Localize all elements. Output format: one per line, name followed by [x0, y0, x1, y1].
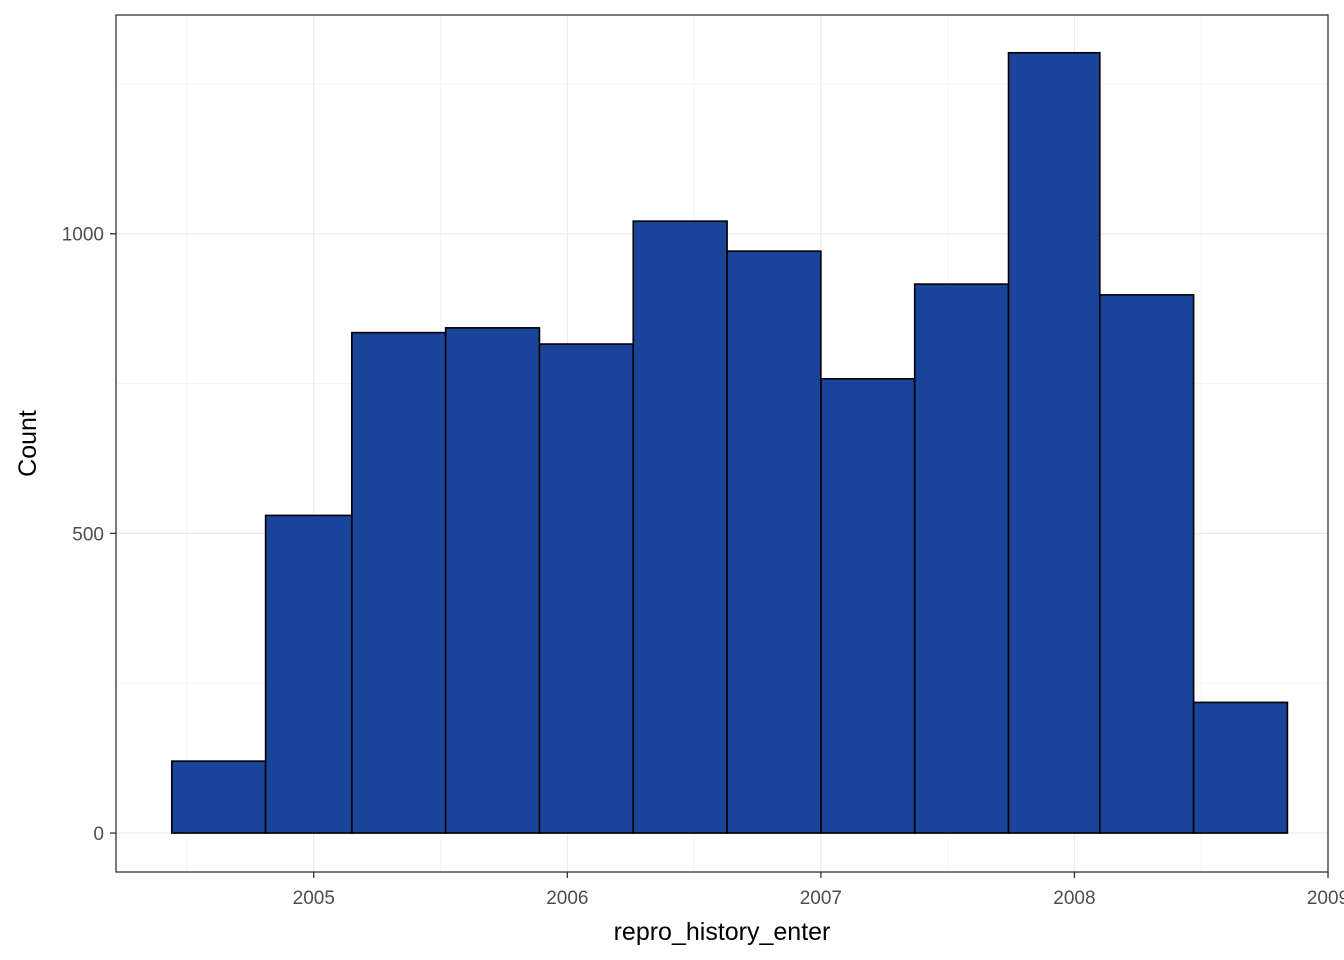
histogram-bar-10: [1007, 51, 1101, 834]
histogram-bar-4: [444, 327, 541, 834]
axis-ticks: 2005 2006 2007 2008 2009 0 500 1000: [62, 225, 1344, 909]
panel-border: [115, 14, 1329, 873]
x-tick-label: 2006: [546, 888, 588, 909]
histogram-bar-12: [1192, 701, 1289, 834]
y-tick-label: 0: [93, 824, 104, 845]
histogram-bar-8: [820, 377, 916, 834]
x-tick-label: 2008: [1053, 888, 1095, 909]
x-axis-title: repro_history_enter: [614, 918, 831, 946]
histogram-bar-11: [1098, 294, 1195, 834]
x-tick-label: 2005: [293, 888, 335, 909]
histogram-bars: [170, 51, 1289, 834]
y-axis-title: Count: [14, 410, 42, 477]
histogram-bar-5: [538, 343, 635, 834]
histogram-bar-2: [264, 514, 353, 834]
histogram-bar-7: [726, 250, 822, 834]
histogram-bar-6: [632, 220, 728, 834]
y-tick-label: 500: [72, 524, 104, 545]
histogram-bar-1: [170, 760, 267, 834]
x-tick-label: 2009: [1307, 888, 1344, 909]
x-tick-label: 2007: [800, 888, 842, 909]
histogram-bar-9: [913, 283, 1010, 834]
y-tick-label: 1000: [62, 225, 104, 246]
histogram-bar-3: [351, 331, 447, 834]
